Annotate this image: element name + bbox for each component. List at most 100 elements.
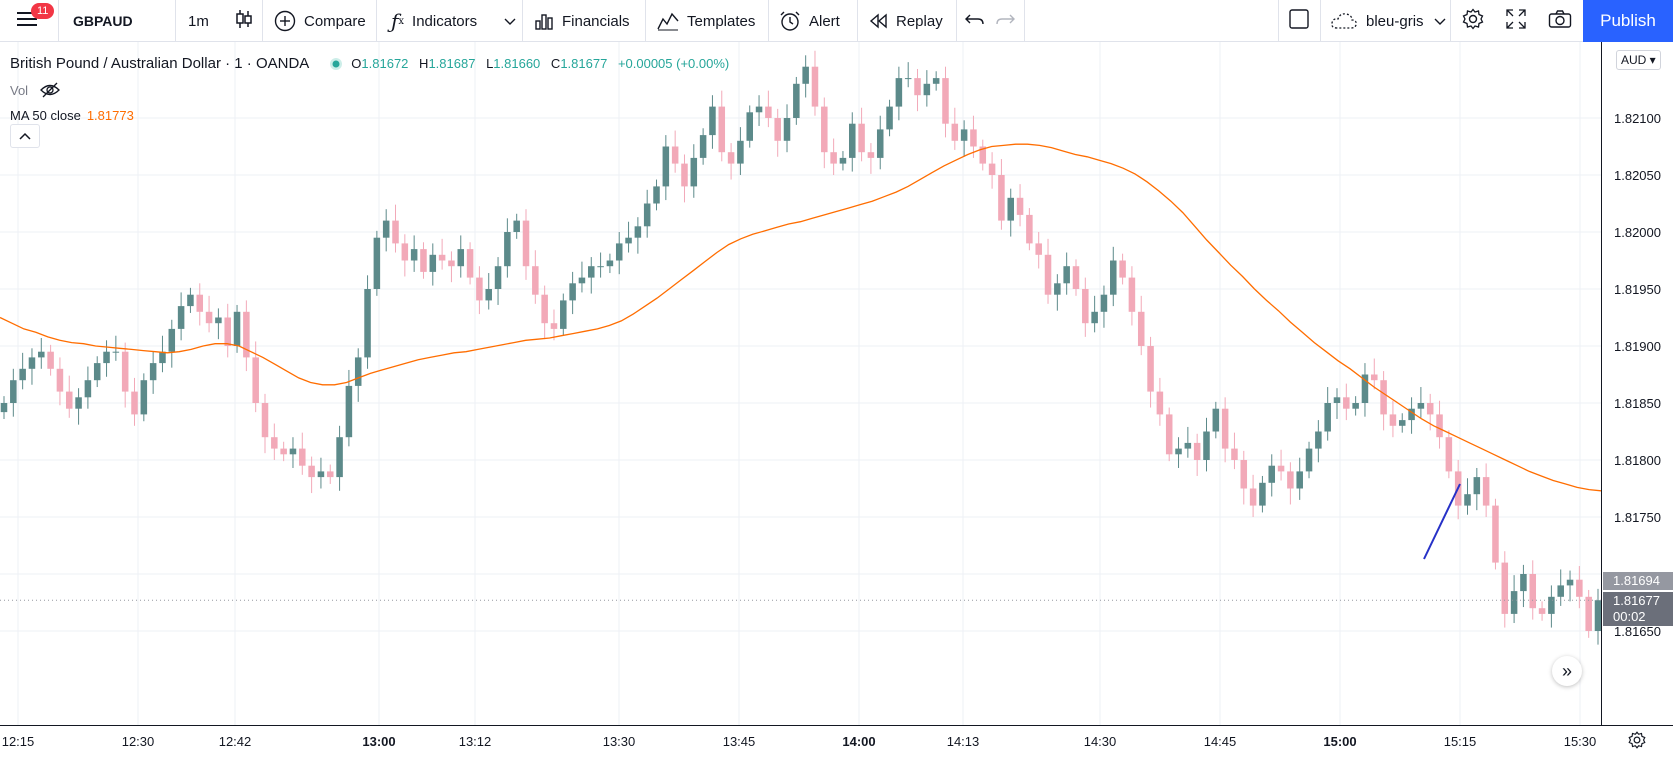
candle-body: [1352, 403, 1359, 409]
candle-body: [345, 385, 353, 438]
close-label: C: [550, 56, 561, 71]
chart-pane[interactable]: [0, 42, 1601, 725]
candle-body: [513, 220, 520, 232]
candle-body: [271, 437, 278, 449]
chart-settings-corner[interactable]: [1601, 725, 1673, 758]
candle-body: [541, 294, 548, 324]
candle-body: [960, 129, 968, 141]
templates-icon: [657, 11, 679, 31]
last-price-tag: 1.81694: [1603, 572, 1673, 590]
interval-button[interactable]: 1m: [188, 12, 209, 30]
layout-name-button[interactable]: bleu-gris: [1330, 0, 1446, 42]
menu-button[interactable]: [16, 0, 38, 42]
candle-body: [1529, 574, 1537, 609]
time-label: 14:45: [1203, 734, 1237, 749]
publish-button[interactable]: Publish: [1583, 0, 1673, 42]
candle-body: [1240, 460, 1248, 489]
eye-hidden-icon[interactable]: [40, 82, 60, 98]
candle-body: [1128, 277, 1136, 312]
undo-button[interactable]: [965, 0, 985, 42]
candle-body: [75, 397, 82, 409]
price-scale[interactable]: AUD ▾ 1.82100 1.82050 1.82000 1.81950 1.…: [1601, 42, 1673, 725]
snapshot-button[interactable]: [1548, 0, 1572, 42]
candle-body: [970, 129, 977, 147]
chevron-down-icon: [1434, 13, 1446, 30]
price-label: 1.82050: [1614, 168, 1661, 183]
open-label: O: [351, 56, 362, 71]
candle-body: [84, 380, 92, 398]
candle-body: [1221, 408, 1229, 449]
candle-body: [597, 266, 604, 268]
candle-body: [690, 157, 698, 187]
candle-body: [112, 351, 120, 353]
replay-button[interactable]: Replay: [868, 0, 943, 42]
candle-body: [93, 363, 101, 381]
collapse-legend-button[interactable]: [10, 124, 40, 148]
currency-selector[interactable]: AUD ▾: [1616, 50, 1661, 70]
candle-body: [858, 123, 865, 153]
symbol-title[interactable]: British Pound / Australian Dollar · 1 · …: [10, 55, 310, 72]
candle-body: [1268, 465, 1276, 483]
candle-body: [1594, 600, 1601, 631]
redo-button[interactable]: [995, 0, 1015, 42]
candle-body: [438, 254, 446, 261]
candle-body: [392, 220, 399, 244]
candle-body: [65, 391, 73, 409]
candle-body: [261, 403, 269, 438]
candle-body: [103, 351, 110, 364]
candle-body: [821, 106, 828, 153]
change-value: +0.00005 (+0.00%): [617, 56, 730, 71]
candle-body: [280, 448, 287, 455]
time-label: 12:15: [1, 734, 35, 749]
fullscreen-icon: [1505, 8, 1527, 34]
symbol-search-button[interactable]: GBPAUD: [73, 13, 133, 29]
rewind-icon: [868, 12, 888, 30]
current-price-tag: 1.81677 00:02: [1603, 592, 1673, 626]
indicators-dropdown[interactable]: [504, 0, 516, 42]
candle-body: [494, 266, 502, 289]
close-value: 1.81677: [560, 56, 608, 71]
candle-body: [0, 403, 8, 413]
templates-button[interactable]: Templates: [657, 0, 755, 42]
candle-body: [643, 203, 651, 227]
candle-body: [653, 186, 660, 204]
financials-button[interactable]: Financials: [534, 0, 630, 42]
candle-body: [830, 152, 837, 164]
candle-body: [336, 437, 343, 478]
candle-body: [56, 368, 64, 392]
candle-body: [1305, 448, 1313, 472]
candle-body: [1520, 574, 1527, 592]
time-label: 14:00: [842, 734, 876, 749]
volume-legend[interactable]: Vol: [10, 82, 60, 98]
fullscreen-button[interactable]: [1505, 0, 1527, 42]
candle-body: [1585, 596, 1592, 631]
candle-body: [1361, 374, 1369, 403]
candle-body: [1343, 397, 1350, 409]
candle-body: [988, 163, 996, 175]
layout-button[interactable]: [1288, 0, 1310, 42]
price-chart[interactable]: [0, 42, 1601, 725]
candle-body: [1389, 414, 1397, 426]
time-label: 14:13: [946, 734, 980, 749]
alert-button[interactable]: Alert: [779, 0, 840, 42]
compare-button[interactable]: Compare: [274, 0, 366, 42]
ma-legend[interactable]: MA 50 close 1.81773: [10, 108, 134, 123]
candle-body: [569, 283, 576, 301]
time-label: 15:30: [1563, 734, 1597, 749]
price-label: 1.82000: [1614, 225, 1661, 240]
moving-average-line: [0, 143, 1601, 492]
candle-body: [1333, 397, 1341, 403]
candle-body: [849, 123, 856, 158]
candle-body: [1193, 442, 1201, 460]
chart-type-button[interactable]: [234, 0, 254, 42]
candle-body: [895, 78, 903, 107]
undo-icon: [965, 11, 985, 31]
scroll-to-realtime-button[interactable]: »: [1552, 656, 1582, 686]
settings-button[interactable]: [1462, 0, 1484, 42]
candle-body: [308, 465, 315, 478]
time-scale[interactable]: 12:15 12:30 12:42 13:00 13:12 13:30 13:4…: [0, 725, 1601, 758]
indicators-label: Indicators: [412, 12, 478, 30]
compare-label: Compare: [304, 12, 366, 30]
